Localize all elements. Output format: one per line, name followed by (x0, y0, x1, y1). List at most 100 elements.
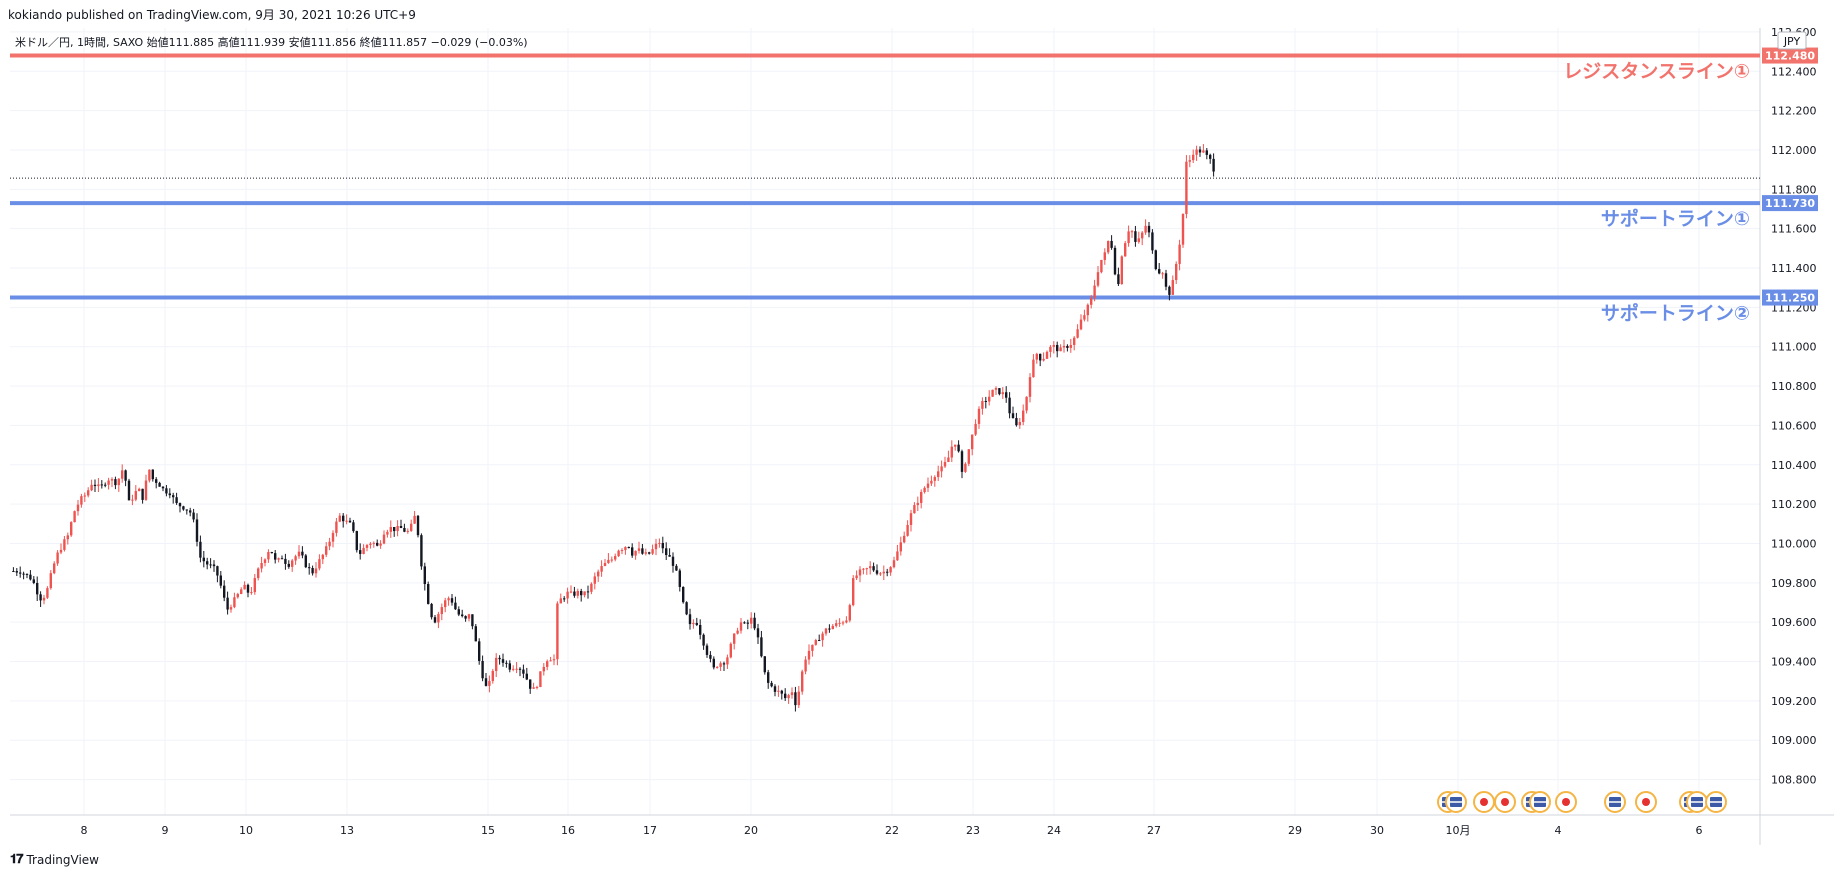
candle-body[interactable] (182, 506, 185, 510)
candle-body[interactable] (148, 469, 151, 481)
candle-body[interactable] (1079, 319, 1083, 330)
candle-body[interactable] (321, 554, 324, 560)
candle-body[interactable] (440, 607, 443, 615)
candle-body[interactable] (828, 628, 831, 630)
candle-body[interactable] (216, 566, 219, 576)
candle-body[interactable] (501, 659, 505, 663)
candle-body[interactable] (141, 488, 144, 500)
candle-body[interactable] (484, 678, 488, 686)
candle-body[interactable] (593, 576, 596, 584)
candle-body[interactable] (739, 622, 743, 631)
candle-body[interactable] (413, 515, 416, 524)
candle-body[interactable] (546, 661, 549, 667)
candle-body[interactable] (569, 591, 573, 593)
candle-body[interactable] (90, 484, 93, 491)
candle-body[interactable] (1205, 150, 1208, 155)
candle-body[interactable] (93, 484, 97, 487)
candle-body[interactable] (158, 482, 161, 487)
candle-body[interactable] (1212, 158, 1215, 172)
candle-body[interactable] (787, 695, 790, 699)
candle-body[interactable] (376, 542, 379, 546)
candle-body[interactable] (515, 668, 518, 670)
candle-body[interactable] (121, 470, 124, 479)
candle-body[interactable] (114, 479, 117, 486)
candle-body[interactable] (1005, 392, 1008, 398)
candle-body[interactable] (267, 552, 270, 560)
candle-body[interactable] (967, 449, 970, 464)
candle-body[interactable] (1113, 247, 1117, 275)
candle-body[interactable] (933, 477, 936, 481)
candle-body[interactable] (270, 552, 273, 554)
candle-body[interactable] (444, 600, 447, 608)
candle-body[interactable] (420, 535, 423, 567)
candle-body[interactable] (226, 597, 229, 610)
candle-body[interactable] (722, 663, 726, 665)
candle-body[interactable] (563, 598, 566, 600)
candle-body[interactable] (668, 555, 671, 557)
candle-body[interactable] (763, 656, 766, 673)
candle-body[interactable] (614, 556, 617, 560)
candle-body[interactable] (406, 530, 409, 532)
candle-body[interactable] (896, 551, 899, 561)
candle-body[interactable] (229, 607, 233, 610)
candle-body[interactable] (1198, 149, 1202, 153)
candle-body[interactable] (981, 400, 984, 409)
candle-body[interactable] (542, 666, 545, 672)
candle-body[interactable] (76, 504, 80, 512)
candle-body[interactable] (726, 657, 729, 665)
candle-body[interactable] (1039, 353, 1042, 361)
candle-body[interactable] (209, 564, 212, 566)
candle-body[interactable] (974, 423, 977, 435)
candle-body[interactable] (1134, 231, 1137, 242)
candle-body[interactable] (998, 388, 1001, 395)
candle-body[interactable] (549, 660, 552, 662)
candle-body[interactable] (756, 628, 760, 638)
candle-body[interactable] (369, 543, 372, 546)
candle-body[interactable] (947, 457, 950, 462)
candle-body[interactable] (365, 545, 369, 548)
candle-body[interactable] (1011, 413, 1015, 419)
candle-body[interactable] (940, 466, 943, 472)
candle-body[interactable] (1181, 214, 1185, 245)
candle-body[interactable] (869, 566, 872, 569)
candle-body[interactable] (1209, 154, 1212, 159)
candle-body[interactable] (1018, 422, 1021, 426)
candle-body[interactable] (552, 659, 556, 661)
candle-body[interactable] (1127, 231, 1130, 244)
candle-body[interactable] (512, 668, 515, 670)
candle-body[interactable] (892, 560, 896, 568)
candle-body[interactable] (491, 671, 494, 682)
candle-body[interactable] (875, 570, 879, 574)
candle-body[interactable] (240, 589, 243, 594)
candle-body[interactable] (172, 495, 175, 498)
candle-body[interactable] (984, 400, 987, 402)
candle-body[interactable] (886, 571, 889, 573)
candle-body[interactable] (831, 625, 834, 630)
candle-body[interactable] (1164, 273, 1168, 287)
candle-body[interactable] (1154, 250, 1157, 270)
candle-body[interactable] (695, 622, 698, 625)
candle-body[interactable] (879, 573, 882, 575)
candle-body[interactable] (889, 567, 892, 573)
candle-body[interactable] (743, 622, 746, 624)
candle-body[interactable] (284, 558, 287, 564)
candle-body[interactable] (950, 446, 953, 458)
candle-body[interactable] (107, 480, 110, 485)
candle-body[interactable] (63, 539, 66, 550)
candle-body[interactable] (165, 488, 168, 494)
candle-body[interactable] (325, 546, 328, 555)
candle-body[interactable] (899, 542, 902, 552)
candle-body[interactable] (1042, 358, 1045, 361)
candle-body[interactable] (1137, 238, 1140, 242)
candle-body[interactable] (1062, 345, 1066, 348)
candle-body[interactable] (794, 692, 797, 706)
candle-body[interactable] (352, 522, 355, 532)
candle-body[interactable] (566, 591, 569, 599)
candle-body[interactable] (301, 551, 304, 556)
candle-body[interactable] (15, 571, 18, 573)
candle-body[interactable] (498, 657, 501, 660)
candle-body[interactable] (66, 535, 69, 540)
candle-body[interactable] (1008, 397, 1011, 414)
candle-body[interactable] (379, 543, 382, 546)
candle-body[interactable] (318, 559, 321, 569)
